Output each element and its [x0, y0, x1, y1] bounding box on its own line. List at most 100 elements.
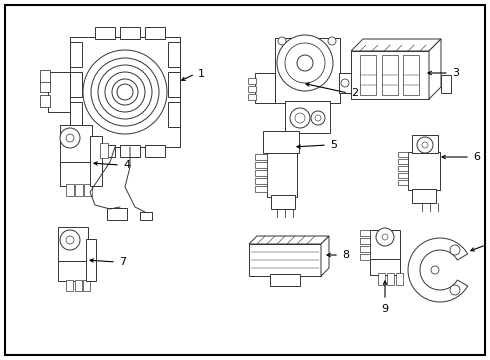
Bar — [66, 280, 73, 291]
Circle shape — [315, 115, 321, 121]
Polygon shape — [429, 39, 441, 99]
Bar — [249, 244, 321, 276]
Circle shape — [117, 84, 133, 100]
Bar — [60, 125, 92, 163]
Bar — [58, 227, 88, 262]
Bar — [60, 162, 92, 186]
Bar — [263, 131, 299, 153]
Bar — [339, 73, 351, 93]
Bar — [408, 152, 440, 190]
Text: 7: 7 — [119, 257, 126, 267]
Bar — [255, 154, 267, 160]
Bar — [351, 51, 429, 99]
Bar — [100, 143, 108, 158]
Text: 10: 10 — [489, 240, 490, 250]
Bar — [40, 70, 50, 82]
Text: 4: 4 — [123, 160, 130, 170]
Bar — [255, 178, 267, 184]
Bar — [398, 159, 408, 164]
Circle shape — [285, 43, 325, 83]
Bar — [107, 208, 127, 220]
Bar — [255, 162, 267, 168]
Text: 6: 6 — [473, 152, 480, 162]
Bar — [360, 55, 376, 95]
Circle shape — [60, 230, 80, 250]
Bar — [75, 184, 83, 196]
Bar — [70, 72, 82, 97]
Bar — [412, 135, 438, 153]
Bar — [412, 189, 436, 203]
Bar — [370, 259, 400, 275]
Bar — [120, 27, 140, 39]
Bar — [95, 145, 115, 157]
Bar — [70, 102, 82, 127]
Bar — [86, 239, 96, 281]
Circle shape — [328, 37, 336, 45]
Bar — [360, 254, 370, 260]
Bar — [70, 37, 180, 147]
Bar — [378, 273, 385, 285]
Text: 2: 2 — [351, 88, 358, 98]
Circle shape — [422, 142, 428, 148]
Text: 1: 1 — [198, 69, 205, 79]
Circle shape — [297, 55, 313, 71]
Bar — [145, 145, 165, 157]
Text: 8: 8 — [342, 250, 349, 260]
Bar — [248, 78, 256, 84]
Bar — [441, 75, 451, 93]
Bar — [168, 102, 180, 127]
Circle shape — [295, 113, 305, 123]
Bar — [90, 136, 102, 186]
Text: 5: 5 — [330, 140, 337, 150]
Circle shape — [450, 245, 460, 255]
Bar — [70, 42, 82, 67]
Bar — [360, 246, 370, 252]
Circle shape — [341, 79, 349, 87]
Bar — [396, 273, 403, 285]
Circle shape — [278, 37, 286, 45]
Bar — [398, 152, 408, 157]
Bar — [48, 72, 70, 112]
Bar — [168, 42, 180, 67]
Bar — [40, 95, 50, 107]
Bar — [267, 152, 297, 197]
Circle shape — [60, 128, 80, 148]
Bar — [271, 195, 295, 209]
Bar — [398, 180, 408, 185]
Bar — [398, 173, 408, 178]
Bar — [270, 274, 300, 286]
Bar — [248, 94, 256, 100]
Circle shape — [311, 111, 325, 125]
Bar — [255, 186, 267, 192]
Bar — [140, 212, 152, 220]
Bar — [83, 280, 90, 291]
Bar — [120, 145, 140, 157]
Bar — [285, 101, 330, 133]
Polygon shape — [249, 236, 329, 244]
Circle shape — [290, 108, 310, 128]
Bar — [248, 86, 256, 92]
Circle shape — [450, 285, 460, 295]
Circle shape — [66, 236, 74, 244]
Bar — [255, 73, 275, 103]
Polygon shape — [321, 236, 329, 276]
Polygon shape — [351, 39, 441, 51]
Circle shape — [376, 228, 394, 246]
Bar — [403, 55, 419, 95]
Bar — [168, 72, 180, 97]
Bar — [84, 184, 92, 196]
Bar — [58, 261, 88, 281]
Bar — [360, 230, 370, 236]
Bar — [145, 27, 165, 39]
Circle shape — [431, 266, 439, 274]
Bar — [387, 273, 394, 285]
Bar — [382, 55, 398, 95]
Bar — [40, 80, 50, 92]
Bar — [75, 280, 82, 291]
Circle shape — [66, 134, 74, 142]
Circle shape — [277, 35, 333, 91]
Bar — [370, 230, 400, 260]
Circle shape — [417, 137, 433, 153]
Text: 3: 3 — [452, 68, 459, 78]
Bar — [398, 166, 408, 171]
